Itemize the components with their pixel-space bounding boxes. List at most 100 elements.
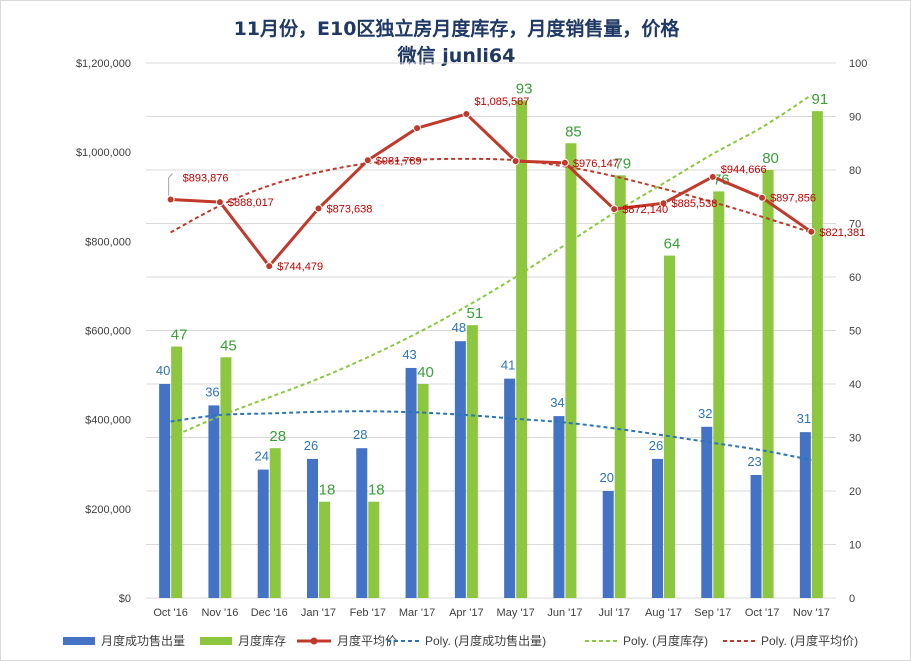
x-tick-label: Dec '16 [251,607,288,619]
price-marker [462,110,471,119]
price-marker [363,156,372,165]
trendline-2 [170,157,812,234]
y-left-tick-label: $1,200,000 [76,58,131,70]
y-left-tick-label: $200,000 [85,504,131,516]
bar-sold [159,384,171,598]
price-label: $821,381 [819,227,865,239]
legend-label: Poly. (月度库存) [623,633,708,648]
price-label: $872,140 [622,204,668,216]
price-label: $1,085,587 [474,96,529,108]
x-tick-label: Sep '17 [694,607,731,619]
bar-sold [799,432,811,598]
bar-inventory [516,100,528,598]
price-label: $981,789 [376,155,422,167]
bar-inventory [614,175,626,598]
bar-sold-label: 48 [452,320,466,335]
price-marker [807,227,816,236]
x-tick-label: Feb '17 [350,607,386,619]
price-marker [166,195,175,204]
bar-sold [307,458,318,598]
y-right-tick-label: 30 [849,433,861,445]
bar-sold-label: 41 [501,358,515,373]
chart-subtitle: 微信 junli64 [397,45,516,67]
bar-sold-label: 20 [599,470,613,485]
price-label: $885,538 [672,198,718,210]
x-tick-label: Jun '17 [547,607,582,619]
y-right-tick-label: 100 [849,58,867,70]
bar-inventory-label: 45 [220,337,237,354]
bar-inventory-label: 18 [319,482,336,499]
bar-inventory [220,357,232,598]
y-right-tick-label: 70 [849,219,861,231]
legend-label: 月度平均价 [337,633,397,648]
bar-sold [208,405,220,598]
price-marker [265,262,274,271]
y-right-tick-label: 40 [849,379,861,391]
y-right-tick-label: 20 [849,486,861,498]
label-leader-line [168,173,173,196]
bar-inventory [664,255,675,598]
chart-title: 11月份，E10区独立房月度库存，月度销售量，价格 [233,18,680,40]
bar-sold-label: 26 [304,438,318,453]
x-tick-label: Jan '17 [301,607,336,619]
bar-sold-label: 26 [649,438,663,453]
bar-sold [750,474,762,598]
bar-sold-label: 23 [747,454,761,469]
bar-inventory-label: 64 [664,236,681,253]
price-label: $888,017 [228,197,274,209]
bar-sold [504,378,516,598]
bar-sold-label: 43 [402,347,416,362]
bar-inventory [762,170,774,598]
bar-inventory [417,384,429,598]
bar-sold-label: 24 [254,449,268,464]
price-marker [659,199,668,208]
x-tick-label: Jul '17 [598,607,629,619]
bar-sold-label: 28 [353,427,367,442]
bar-inventory-label: 18 [368,482,385,499]
y-left-tick-label: $600,000 [85,326,131,338]
price-marker [708,172,717,181]
y-left-tick-label: $0 [119,593,131,605]
bar-inventory-label: 40 [417,364,434,381]
x-tick-label: Aug '17 [645,607,682,619]
price-marker [560,158,569,167]
x-tick-label: Mar '17 [399,607,435,619]
x-tick-label: May '17 [497,607,535,619]
bar-inventory [713,191,725,598]
bar-sold-label: 36 [205,384,219,399]
price-line [170,112,813,269]
price-marker [215,198,224,207]
bar-inventory-label: 79 [614,155,631,172]
x-tick-label: Nov '17 [793,607,830,619]
bar-inventory [466,325,478,598]
bar-inventory [368,501,380,598]
x-tick-label: Nov '16 [201,607,238,619]
y-left-tick-label: $800,000 [85,236,131,248]
trendline-0 [170,410,812,461]
bar-sold-label: 32 [698,406,712,421]
bar-sold-label: 34 [550,395,564,410]
price-label: $976,147 [573,158,619,170]
price-marker [610,205,619,214]
x-tick-label: Apr '17 [449,607,484,619]
bar-inventory [269,448,281,598]
price-marker [413,124,422,133]
bar-inventory-label: 85 [565,123,582,140]
y-right-tick-label: 80 [849,165,861,177]
price-label: $893,876 [183,172,229,184]
price-label: $873,638 [327,204,373,216]
y-right-tick-label: 90 [849,112,861,124]
legend-label: 月度成功售出量 [101,633,185,648]
legend-label: Poly. (月度成功售出量) [425,633,546,648]
bar-inventory-label: 28 [269,428,286,445]
bar-sold [257,469,269,598]
bar-inventory [171,346,183,598]
bar-sold [553,416,565,598]
bar-sold [454,341,466,598]
bar-inventory [319,501,330,598]
y-right-tick-label: 0 [849,593,855,605]
bar-sold-label: 40 [156,363,170,378]
x-tick-label: Oct '17 [745,607,780,619]
